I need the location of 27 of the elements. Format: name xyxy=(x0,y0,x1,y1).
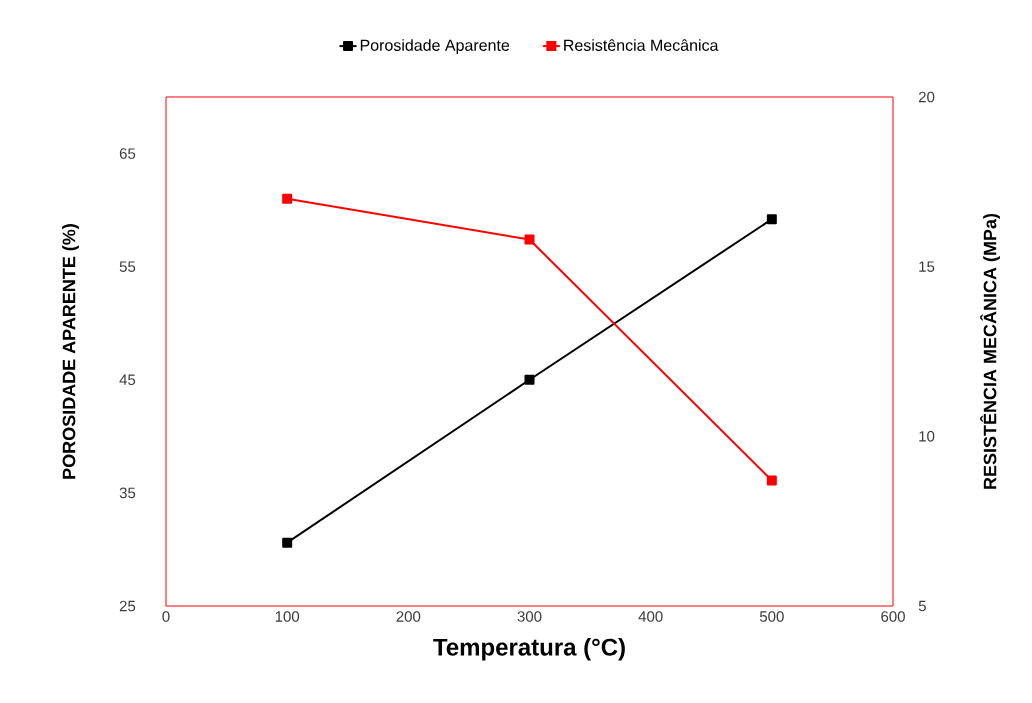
y2-axis-title: RESISTÊNCIA MECÂNICA (MPa) xyxy=(980,213,1000,489)
y2-tick-label: 20 xyxy=(918,91,935,103)
x-tick-label: 400 xyxy=(638,611,663,622)
point xyxy=(766,214,777,225)
point xyxy=(282,537,293,548)
point xyxy=(524,234,535,245)
y-tick-label: 45 xyxy=(119,374,136,385)
x-tick-label: 600 xyxy=(881,611,905,622)
y-tick-label: 55 xyxy=(119,261,136,272)
y-tick-label: 65 xyxy=(119,148,136,159)
legend-label: Porosidade Aparente xyxy=(360,39,510,55)
y-tick-label: 25 xyxy=(119,600,136,612)
y-axis-title: POROSIDADE APARENTE (%) xyxy=(62,224,79,479)
point xyxy=(282,193,293,204)
x-axis-title: Temperatura (°C) xyxy=(433,638,625,661)
y2-tick-label: 5 xyxy=(918,600,926,612)
x-tick-label: 0 xyxy=(162,611,170,622)
x-tick-label: 100 xyxy=(275,611,300,622)
x-tick-label: 300 xyxy=(517,611,542,622)
y2-tick-label: 15 xyxy=(919,261,935,272)
y2-tick-label: 10 xyxy=(919,431,935,442)
legend-label: Resistência Mecânica xyxy=(564,39,719,51)
x-tick-label: 500 xyxy=(759,611,784,622)
x-tick-label: 200 xyxy=(396,611,421,622)
y-tick-label: 35 xyxy=(119,487,136,499)
point xyxy=(766,475,777,486)
point xyxy=(524,374,535,385)
